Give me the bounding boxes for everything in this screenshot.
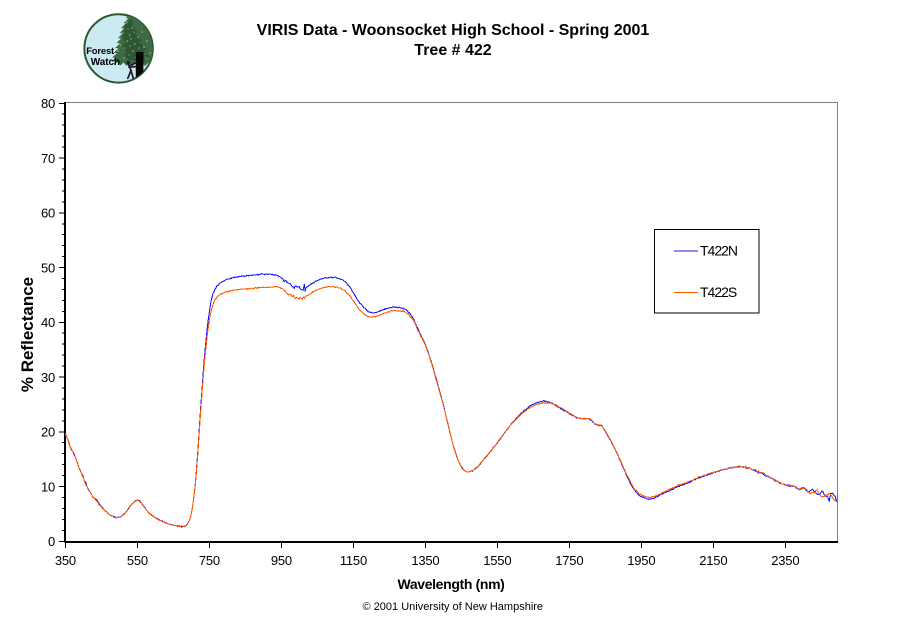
svg-text:1550: 1550 xyxy=(483,553,511,568)
svg-text:Watch: Watch xyxy=(91,57,120,68)
svg-text:550: 550 xyxy=(127,553,148,568)
svg-text:1750: 1750 xyxy=(555,553,583,568)
svg-text:0: 0 xyxy=(48,534,55,549)
svg-text:© 2001 University of New Hamps: © 2001 University of New Hampshire xyxy=(363,601,544,613)
svg-text:70: 70 xyxy=(41,151,55,166)
svg-text:Forest: Forest xyxy=(86,46,115,57)
svg-text:% Reflectance: % Reflectance xyxy=(18,277,37,392)
svg-text:40: 40 xyxy=(41,315,55,330)
svg-text:20: 20 xyxy=(41,425,55,440)
svg-text:2350: 2350 xyxy=(771,553,799,568)
svg-text:1950: 1950 xyxy=(627,553,655,568)
svg-text:30: 30 xyxy=(41,370,55,385)
svg-text:50: 50 xyxy=(41,260,55,275)
svg-text:350: 350 xyxy=(55,553,76,568)
svg-text:60: 60 xyxy=(41,206,55,221)
svg-text:950: 950 xyxy=(271,553,292,568)
svg-text:1350: 1350 xyxy=(411,553,439,568)
svg-text:750: 750 xyxy=(199,553,220,568)
svg-text:T422N: T422N xyxy=(700,243,737,259)
svg-text:1150: 1150 xyxy=(340,553,367,568)
svg-text:80: 80 xyxy=(41,96,55,111)
svg-text:T422S: T422S xyxy=(700,284,737,300)
svg-text:2150: 2150 xyxy=(699,553,727,568)
svg-text:Wavelength (nm): Wavelength (nm) xyxy=(397,576,504,592)
svg-text:10: 10 xyxy=(41,479,55,494)
